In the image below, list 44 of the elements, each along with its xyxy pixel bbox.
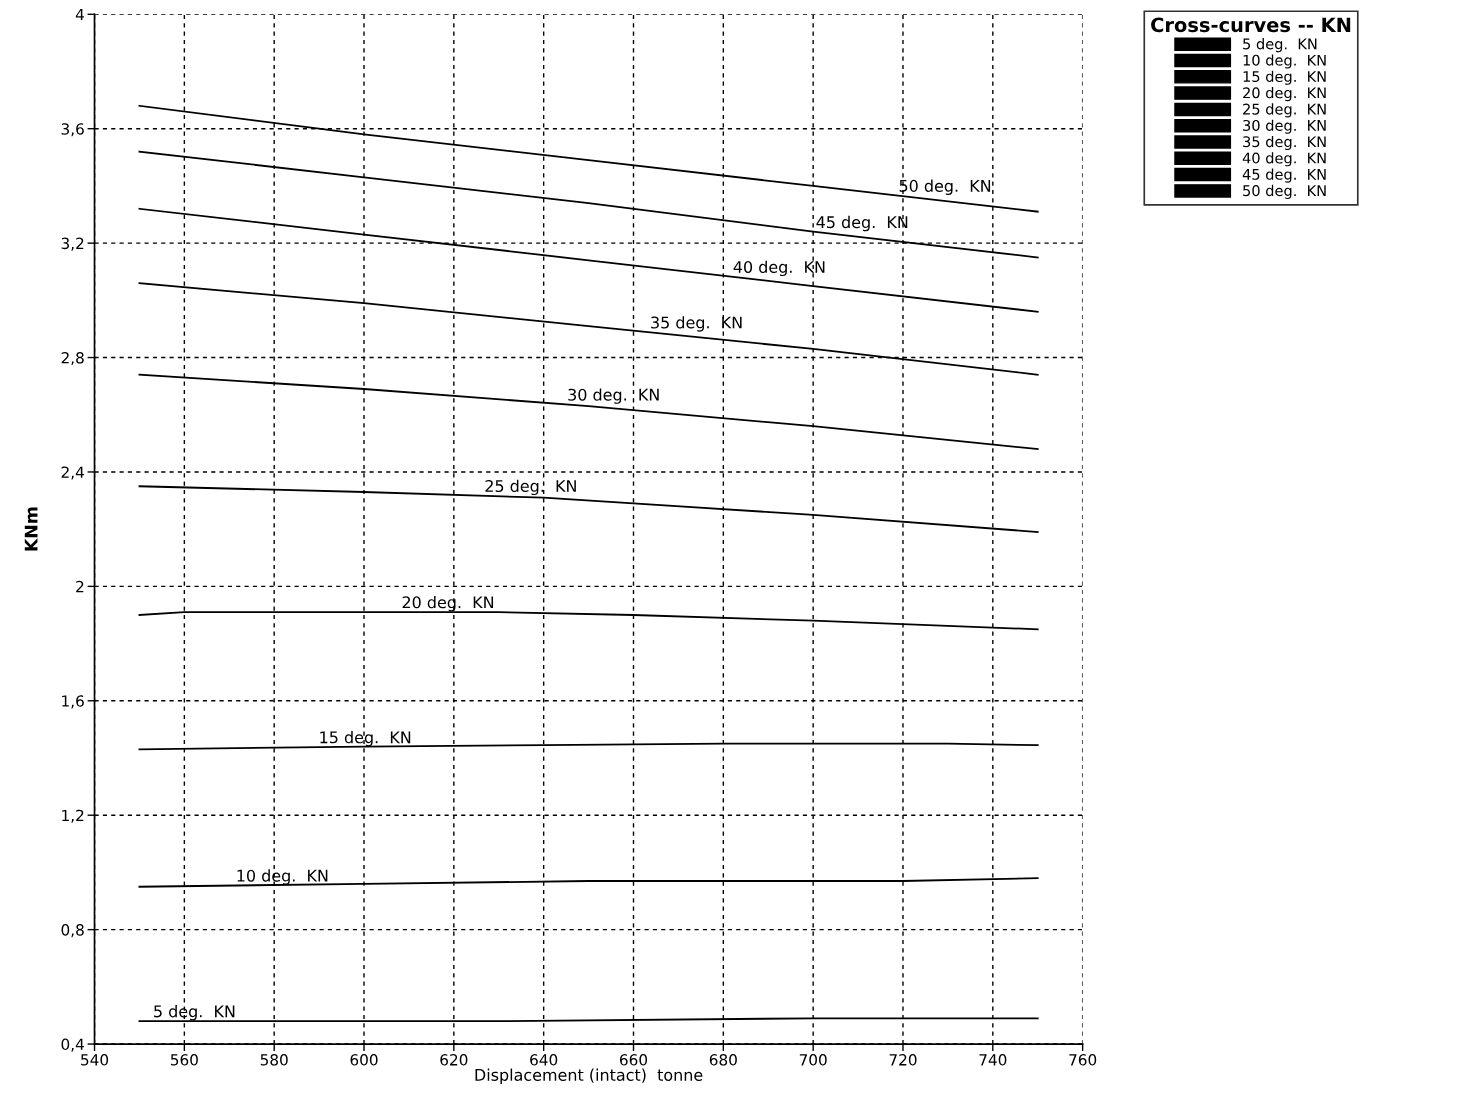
legend-label: 45 deg. KN [1242, 168, 1326, 183]
x-tick-label: 700 [799, 1054, 827, 1066]
text: 20 deg. KN [402, 595, 494, 612]
legend-label: 15 deg. KN [1243, 70, 1326, 85]
y-tick-label: 1,6 [62, 695, 84, 709]
legend-label: 10 deg. KN [1243, 54, 1326, 69]
legend-label: 25 deg. KN [1243, 103, 1326, 118]
legend-title: Cross-curves -- KN [1151, 17, 1351, 33]
x-tick-label: 600 [350, 1054, 378, 1066]
x-tick-label: 620 [440, 1054, 468, 1066]
legend-label: 35 deg. KN [1243, 135, 1326, 151]
y-tick-label: 1,2 [62, 809, 84, 823]
y-tick-label: 3,6 [61, 123, 84, 137]
x-tick-label: 660 [619, 1054, 648, 1066]
legend-label: 5 deg. KN [1243, 38, 1317, 53]
text: 15 deg. KN [320, 730, 411, 747]
x-tick-label: 640 [530, 1054, 558, 1066]
x-tick-label: 580 [260, 1054, 288, 1066]
y-tick-label: 2,8 [61, 352, 84, 366]
x-tick-label: 680 [709, 1054, 737, 1066]
text: 10 deg. KN [237, 869, 328, 885]
y-tick-label: 0,4 [61, 1038, 84, 1052]
x-tick-label: 740 [979, 1054, 1007, 1066]
x-tick-label: 540 [81, 1054, 109, 1066]
legend-label: 50 deg. KN [1243, 184, 1326, 199]
text: 50 deg. KN [899, 179, 991, 195]
x-axis-title: Displacement (intact) tonne [475, 1068, 703, 1085]
y-tick-label: 4 [75, 8, 84, 21]
text: 40 deg. KN [733, 260, 825, 277]
text: 30 deg. KN [568, 388, 659, 404]
y-tick-label: 2 [76, 580, 84, 593]
y-tick-label: 3,2 [61, 237, 84, 251]
legend-label: 40 deg. KN [1242, 152, 1326, 167]
legend-label: 30 deg. KN [1243, 119, 1326, 134]
y-tick-label: 0,8 [61, 924, 84, 938]
legend-label: 20 deg. KN [1243, 87, 1326, 102]
x-tick-label: 720 [889, 1054, 917, 1066]
y-axis-title: KNm [24, 507, 38, 551]
text: 25 deg. KN [485, 479, 576, 496]
x-tick-label: 760 [1069, 1054, 1097, 1066]
text: 5 deg. KN [154, 1005, 235, 1021]
text: 45 deg. KN [816, 215, 908, 232]
x-tick-label: 560 [170, 1054, 198, 1066]
y-tick-label: 2,4 [61, 466, 84, 480]
